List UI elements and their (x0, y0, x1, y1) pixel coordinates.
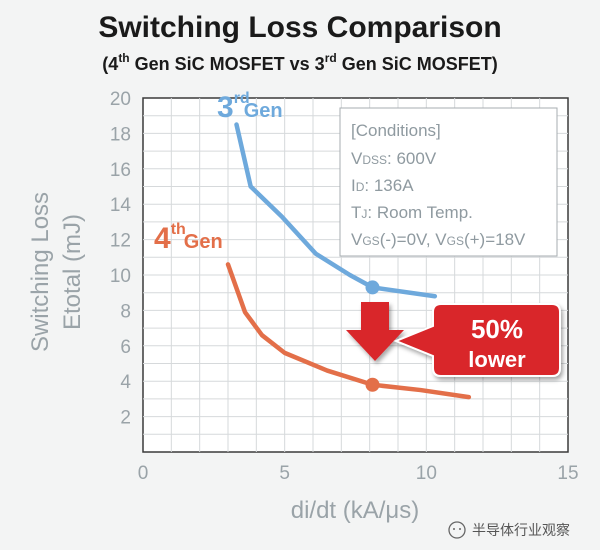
x-tick-label: 0 (138, 463, 149, 484)
y-axis-label-line2: Etotal (mJ) (59, 214, 86, 330)
x-tick-labels: 0 5 10 15 (138, 463, 579, 484)
conditions-title: [Conditions] (351, 121, 441, 140)
label-4-gen: Gen (184, 231, 223, 253)
label-3-gen: Gen (244, 100, 283, 122)
watermark: 半导体行业观察 (448, 521, 570, 539)
subtitle-end: Gen SiC MOSFET) (337, 54, 498, 74)
y-tick-label: 4 (120, 372, 131, 393)
label-4: 4 (154, 222, 171, 255)
y-tick-labels: 2 4 6 8 10 12 14 16 18 20 (110, 89, 132, 429)
subtitle-sup-rd: rd (325, 51, 337, 65)
conditions-box (339, 107, 558, 257)
y-tick-label: 14 (110, 195, 132, 216)
chart-subtitle: (4th Gen SiC MOSFET vs 3rd Gen SiC MOSFE… (102, 51, 497, 74)
y-tick-label: 20 (110, 89, 131, 110)
subtitle-mid: Gen SiC MOSFET vs 3 (130, 54, 325, 74)
condition-vdss: VDSS: 600V (351, 149, 437, 168)
series-label-3rd-gen: 3rd Gen (217, 90, 283, 124)
series-label-4th-gen: 4th Gen (154, 221, 223, 255)
y-tick-label: 12 (110, 231, 131, 252)
watermark-text: 半导体行业观察 (472, 522, 570, 539)
wechat-icon (448, 521, 466, 539)
x-axis-label: di/dt (kA/μs) (291, 497, 420, 524)
label-3-sup: rd (234, 90, 250, 107)
reduction-arrow (346, 302, 404, 361)
condition-id: ID: 136A (351, 176, 414, 195)
y-tick-label: 6 (120, 337, 131, 358)
subtitle-open: (4 (102, 54, 118, 74)
y-tick-label: 2 (120, 408, 131, 429)
label-4-sup: th (171, 221, 186, 238)
chart-title: Switching Loss Comparison (98, 11, 501, 44)
x-tick-label: 15 (557, 463, 578, 484)
y-tick-label: 10 (110, 266, 131, 287)
series-point-0 (365, 280, 380, 295)
callout-box (393, 303, 561, 377)
condition-tj: TJ: Room Temp. (351, 203, 473, 222)
subtitle-sup-th: th (118, 51, 129, 65)
series-lines (225, 122, 472, 400)
y-axis-label-line1: Switching Loss (27, 192, 54, 352)
series-line-1 (225, 262, 472, 400)
series-point-1 (365, 377, 380, 392)
callout-text: lower (468, 347, 526, 372)
x-tick-label: 10 (416, 463, 437, 484)
callout-percent: 50% (471, 314, 523, 344)
condition-vgs: VGS(-)=0V, VGS(+)=18V (351, 230, 526, 249)
x-tick-label: 5 (279, 463, 290, 484)
y-tick-label: 18 (110, 124, 131, 145)
y-tick-label: 8 (120, 301, 131, 322)
y-tick-label: 16 (110, 160, 131, 181)
label-3: 3 (217, 91, 234, 124)
